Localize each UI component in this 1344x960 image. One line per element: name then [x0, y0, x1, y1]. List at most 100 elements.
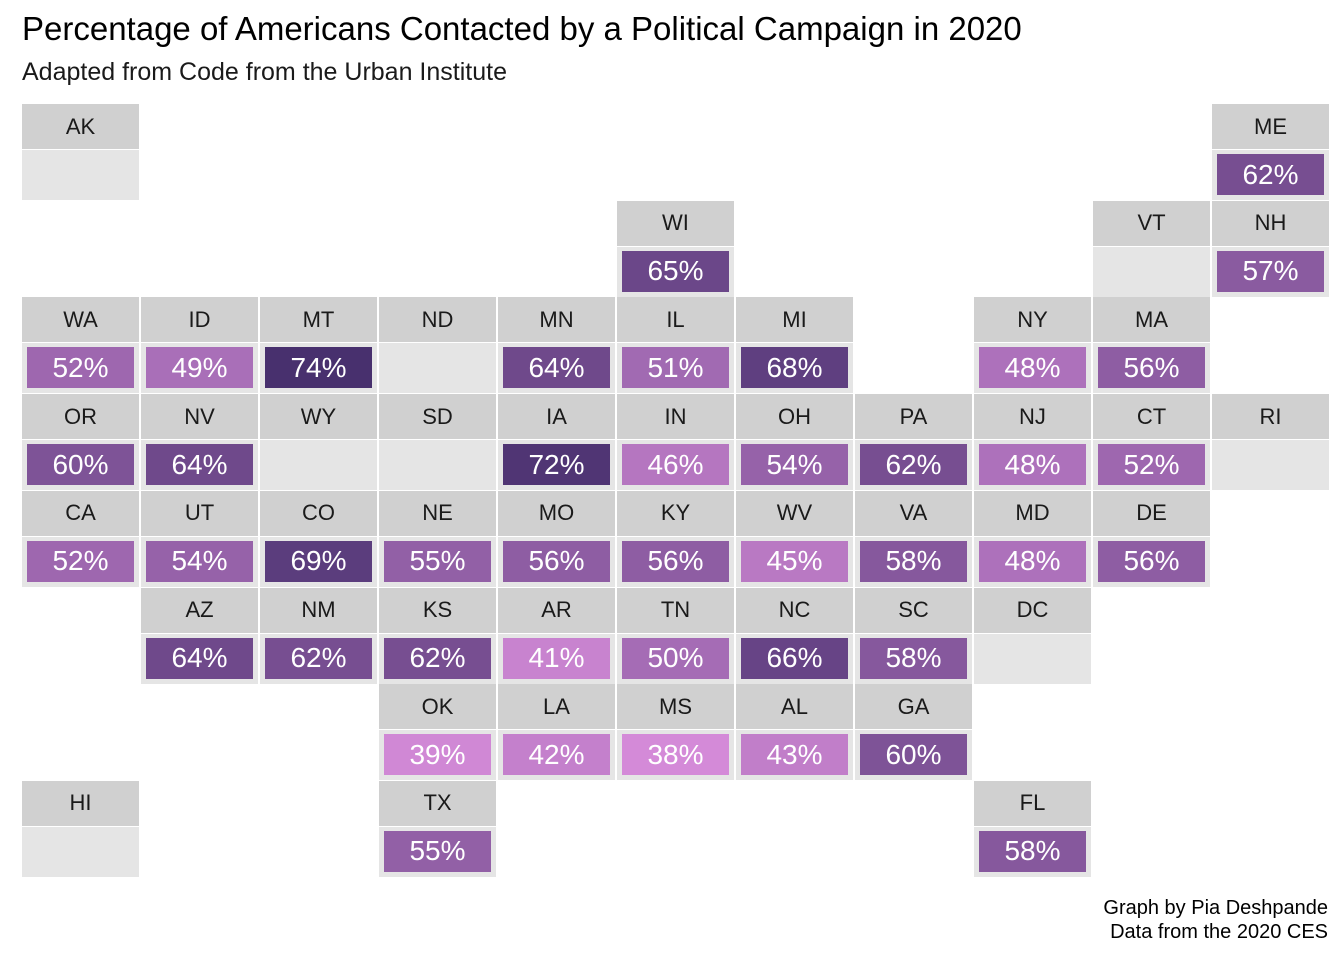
state-tile-in: IN 46%: [617, 394, 736, 491]
state-value-label: 69%: [265, 540, 372, 582]
state-value-label: 62%: [1217, 154, 1324, 195]
state-tile-ak: AK: [22, 104, 141, 200]
state-abbr-label: GA: [855, 684, 972, 730]
state-abbr-label: VA: [855, 490, 972, 536]
state-abbr-label: NE: [379, 490, 496, 536]
state-value-label: 66%: [741, 637, 848, 679]
state-abbr-label: MN: [498, 297, 615, 343]
state-abbr-label: HI: [22, 780, 139, 826]
state-abbr-label: SD: [379, 394, 496, 440]
state-tile-sd: SD: [379, 394, 498, 491]
state-abbr-label: OR: [22, 394, 139, 440]
state-tile-nd: ND: [379, 297, 498, 394]
state-value-label: 50%: [622, 637, 729, 679]
state-tile-nc: NC 66%: [736, 587, 855, 684]
state-value-label: 54%: [146, 540, 253, 582]
state-abbr-label: NV: [141, 394, 258, 440]
state-tile-ca: CA 52%: [22, 490, 141, 587]
state-tile-background: [22, 826, 139, 877]
state-tile-background: [974, 633, 1091, 684]
state-abbr-label: NJ: [974, 394, 1091, 440]
state-value-label: 43%: [741, 734, 848, 776]
state-abbr-label: PA: [855, 394, 972, 440]
state-value-label: 60%: [27, 444, 134, 486]
state-abbr-label: IL: [617, 297, 734, 343]
state-tile-ma: MA 56%: [1093, 297, 1212, 394]
state-value-label: 65%: [622, 250, 729, 292]
state-tile-background: [260, 440, 377, 491]
state-tile-az: AZ 64%: [141, 587, 260, 684]
state-tile-ct: CT 52%: [1093, 394, 1212, 491]
state-abbr-label: RI: [1212, 394, 1329, 440]
state-abbr-label: NM: [260, 587, 377, 633]
state-value-label: 56%: [1098, 347, 1205, 389]
state-value-label: 45%: [741, 540, 848, 582]
state-tile-nv: NV 64%: [141, 394, 260, 491]
state-abbr-label: ME: [1212, 104, 1329, 149]
state-abbr-label: FL: [974, 780, 1091, 826]
state-value-label: 55%: [384, 540, 491, 582]
state-abbr-label: WI: [617, 200, 734, 246]
caption-source: Data from the 2020 CES: [1110, 921, 1328, 943]
state-value-label: 52%: [27, 540, 134, 582]
state-value-label: 54%: [741, 444, 848, 486]
state-abbr-label: MD: [974, 490, 1091, 536]
state-value-label: 62%: [265, 637, 372, 679]
state-abbr-label: ID: [141, 297, 258, 343]
state-tile-ar: AR 41%: [498, 587, 617, 684]
state-value-label: 56%: [622, 540, 729, 582]
state-tile-background: [1212, 440, 1329, 491]
state-tile-mi: MI 68%: [736, 297, 855, 394]
state-value-label: 46%: [622, 444, 729, 486]
state-abbr-label: TX: [379, 780, 496, 826]
state-abbr-label: MS: [617, 684, 734, 730]
state-abbr-label: SC: [855, 587, 972, 633]
state-abbr-label: WY: [260, 394, 377, 440]
state-value-label: 58%: [860, 540, 967, 582]
state-value-label: 48%: [979, 444, 1086, 486]
state-tile-tn: TN 50%: [617, 587, 736, 684]
state-value-label: 48%: [979, 347, 1086, 389]
state-tile-ok: OK 39%: [379, 684, 498, 781]
state-value-label: 42%: [503, 734, 610, 776]
state-tile-ia: IA 72%: [498, 394, 617, 491]
state-abbr-label: IN: [617, 394, 734, 440]
state-value-label: 38%: [622, 734, 729, 776]
state-value-label: 72%: [503, 444, 610, 486]
state-tile-background: [1093, 246, 1210, 297]
state-tile-wy: WY: [260, 394, 379, 491]
state-tile-background: [379, 343, 496, 394]
state-tile-wa: WA 52%: [22, 297, 141, 394]
state-abbr-label: OK: [379, 684, 496, 730]
state-tile-va: VA 58%: [855, 490, 974, 587]
state-abbr-label: WV: [736, 490, 853, 536]
state-tile-nj: NJ 48%: [974, 394, 1093, 491]
state-value-label: 55%: [384, 830, 491, 872]
state-abbr-label: MI: [736, 297, 853, 343]
state-value-label: 49%: [146, 347, 253, 389]
state-abbr-label: ND: [379, 297, 496, 343]
state-tile-mn: MN 64%: [498, 297, 617, 394]
state-tile-background: [379, 440, 496, 491]
state-abbr-label: AZ: [141, 587, 258, 633]
state-abbr-label: TN: [617, 587, 734, 633]
state-value-label: 52%: [27, 347, 134, 389]
state-tile-dc: DC: [974, 587, 1093, 684]
state-abbr-label: MT: [260, 297, 377, 343]
state-tile-la: LA 42%: [498, 684, 617, 781]
state-abbr-label: MO: [498, 490, 615, 536]
state-tile-nh: NH 57%: [1212, 200, 1331, 297]
state-value-label: 74%: [265, 347, 372, 389]
chart-subtitle: Adapted from Code from the Urban Institu…: [22, 58, 507, 86]
state-abbr-label: KY: [617, 490, 734, 536]
state-value-label: 56%: [503, 540, 610, 582]
state-abbr-label: IA: [498, 394, 615, 440]
state-tile-ms: MS 38%: [617, 684, 736, 781]
state-abbr-label: CA: [22, 490, 139, 536]
state-tile-oh: OH 54%: [736, 394, 855, 491]
state-tile-ky: KY 56%: [617, 490, 736, 587]
state-tile-ri: RI: [1212, 394, 1331, 491]
state-value-label: 64%: [146, 637, 253, 679]
state-tile-vt: VT: [1093, 200, 1212, 297]
state-abbr-label: KS: [379, 587, 496, 633]
